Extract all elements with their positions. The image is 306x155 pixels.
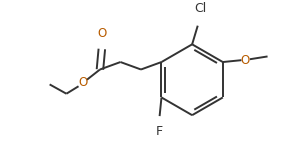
Text: O: O — [97, 27, 106, 40]
Text: O: O — [241, 54, 250, 67]
Text: F: F — [156, 125, 163, 138]
Text: Cl: Cl — [194, 2, 207, 15]
Text: O: O — [79, 76, 88, 89]
